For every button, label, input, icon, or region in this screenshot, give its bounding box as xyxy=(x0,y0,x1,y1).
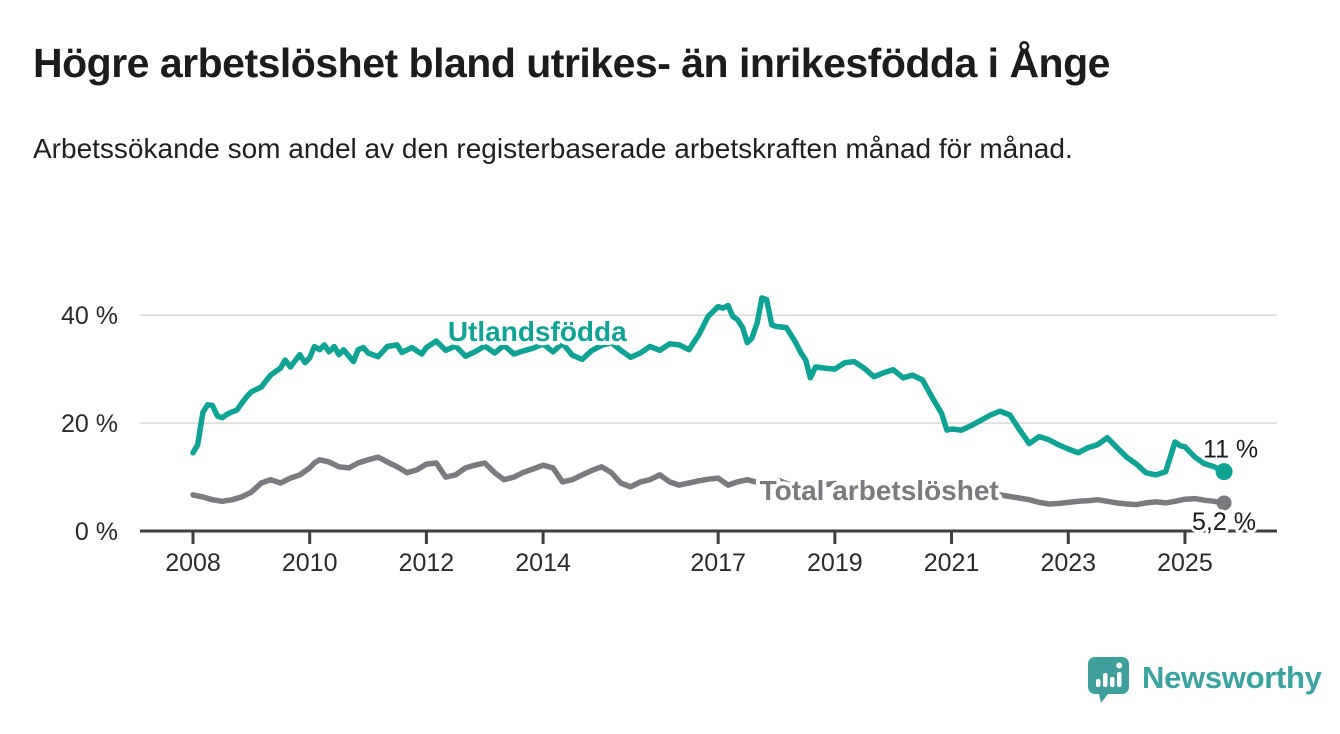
x-axis-tick-label: 2019 xyxy=(807,549,863,577)
line-total-arbetsloshet xyxy=(190,454,1227,508)
y-axis-tick-label: 40 % xyxy=(61,302,118,330)
series-label-utlandsfodda: Utlandsfödda xyxy=(448,316,627,347)
x-axis-tick-label: 2017 xyxy=(690,549,746,577)
page-subtitle: Arbetssökande som andel av den registerb… xyxy=(33,133,1073,164)
x-axis-tick-label: 2010 xyxy=(282,549,338,577)
x-axis-tick-label: 2008 xyxy=(165,549,221,577)
gridlines xyxy=(140,314,1277,424)
brand-name: Newsworthy xyxy=(1142,660,1322,695)
y-axis-tick-label: 0 % xyxy=(75,518,118,546)
x-axis-tick-label: 2012 xyxy=(399,549,455,577)
x-axis-tick-label: 2025 xyxy=(1157,549,1213,577)
y-axis-tick-label: 20 % xyxy=(61,410,118,438)
x-axis-tick-label: 2021 xyxy=(924,549,980,577)
end-value-label-total: 5,2 % xyxy=(1192,508,1256,536)
end-dot-utlandsfodda xyxy=(1215,463,1233,481)
x-axis-tick-label: 2023 xyxy=(1040,549,1096,577)
chart-labels: Utlandsfödda Total arbetslöshet 11 % 5,2… xyxy=(444,312,1261,539)
newsworthy-brand: Newsworthy xyxy=(1086,652,1322,704)
end-dot-total xyxy=(1216,495,1232,511)
logo-barchart-glyph xyxy=(1096,662,1123,687)
series-label-total-arbetsloshet: Total arbetslöshet xyxy=(760,475,999,506)
newsworthy-logo-icon xyxy=(1088,657,1129,703)
x-axis-tick-label: 2014 xyxy=(515,549,571,577)
x-axis: 0 % 20 % 40 % 2008 2010 2012 2014 2017 2019 2021 2… xyxy=(61,302,1277,577)
unemployment-line-chart: 0 % 20 % 40 % 2008 2010 2012 2014 2017 2019 2021 2… xyxy=(61,295,1277,577)
page-title: Högre arbetslöshet bland utrikes- än inr… xyxy=(33,40,1110,86)
line-utlandsfodda xyxy=(190,295,1227,478)
end-value-label-utlandsfodda: 11 % xyxy=(1203,436,1258,464)
chart-series xyxy=(190,295,1227,508)
